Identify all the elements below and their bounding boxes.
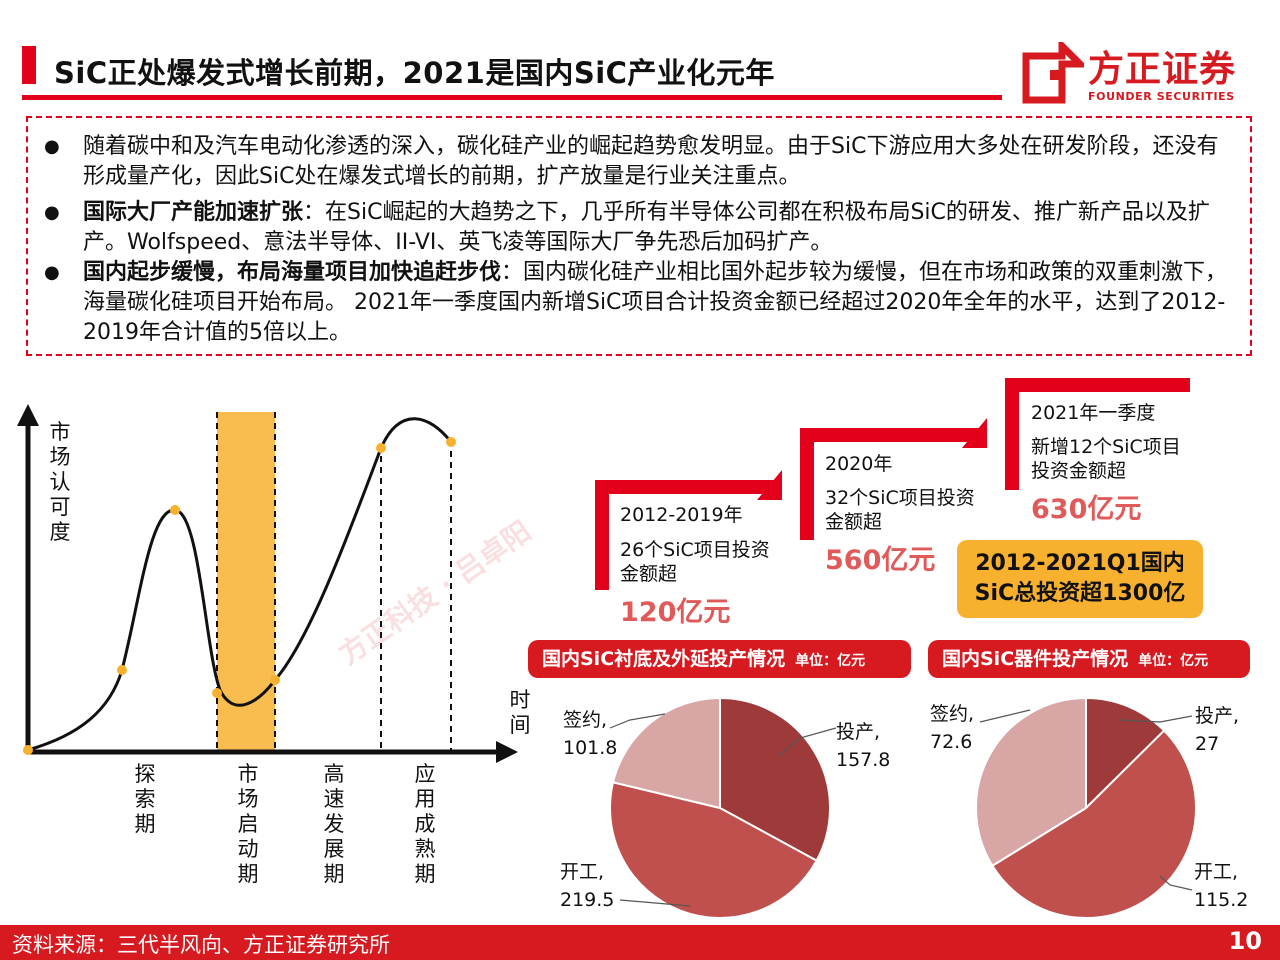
step-value-label: 630亿元 [1031,494,1142,525]
y-axis-label: 市场认可度 [49,420,71,544]
pie-2-title: 国内SiC器件投产情况 [942,648,1129,670]
pie-slice-开工 [609,781,818,919]
pie-1-title: 国内SiC衬底及外延投产情况 [542,648,786,670]
pie-leader-line [1159,875,1193,891]
step-category: 2021年一季度 [1031,402,1156,424]
pie-1-slices [609,696,831,919]
step-value-label: 120亿元 [620,597,731,628]
step-horizontal-bar [1005,378,1190,392]
bullet-2-heading: 国际大厂产能加速扩张 [83,200,304,225]
step-vertical-bar [595,480,609,590]
step-value-label: 560亿元 [825,545,936,576]
investment-steps-chart [595,378,1190,590]
pie-1-slice-label-1: 开工, 219.5 [560,861,615,911]
lifecycle-chart [17,404,518,763]
curve-point [23,745,33,755]
pie-1-header: 国内SiC衬底及外延投产情况 单位：亿元 [528,640,911,678]
bullet-3-heading: 国内起步缓慢，布局海量项目加快追赶步伐 [83,260,502,285]
pie-1-slice-label-0: 投产, 157.8 [836,721,891,771]
bullet-dot-icon: ● [44,202,60,223]
step-description: 32个SiC项目投资金额超 [825,487,975,533]
pie-leader-line [619,899,691,907]
step-description: 26个SiC项目投资金额超 [620,539,770,585]
founder-logo-icon [1022,42,1084,104]
summary-box: ● 随着碳中和及汽车电动化渗透的深入，碳化硅产业的崛起趋势愈发明显。由于SiC下… [26,116,1252,356]
title-accent-bar [22,46,36,84]
footer-bar [0,925,1280,960]
bullet-dot-icon: ● [44,136,60,157]
step-horizontal-bar [595,480,780,494]
curve-point [270,675,280,685]
x-axis-arrow-icon [496,741,518,763]
step-vertical-bar [800,428,814,540]
pie-2-slices [975,696,1197,919]
pie-2-unit: 单位：亿元 [1138,653,1209,669]
bullet-2: ● 国际大厂产能加速扩张：在SiC崛起的大趋势之下，几乎所有半导体公司都在积极布… [40,198,1240,258]
pie-leader-line [609,713,666,729]
bullet-dot-icon: ● [44,262,60,283]
step-vertical-bar [1005,378,1019,490]
title-underline [22,95,1002,100]
pie-slice-投产 [1085,696,1166,811]
step-description: 新增12个SiC项目投资金额超 [1031,436,1181,482]
curve-point [212,688,222,698]
pie-1-unit: 单位：亿元 [795,653,866,669]
pie-2-chart [975,696,1197,919]
pie-1-chart [609,696,837,919]
step-horizontal-bar [800,428,985,442]
bullet-1-text: 随着碳中和及汽车电动化渗透的深入，碳化硅产业的崛起趋势愈发明显。由于SiC下游应… [83,134,1219,189]
step-arrow-icon [757,470,782,500]
phase-label: 应用成熟期 [414,762,436,886]
pie-1-slice-label-2: 签约, 101.8 [563,709,618,759]
page-number: 10 [1228,927,1262,955]
step-category: 2012-2019年 [620,504,743,526]
logo-text: 方正证券 [1088,49,1237,90]
step-marks [595,378,1190,590]
phase-label: 市场启动期 [237,762,259,886]
phase-label: 高速发展期 [323,762,345,886]
curve-point [446,437,456,447]
bullet-2-text: ：在SiC崛起的大趋势之下，几乎所有半导体公司都在积极布局SiC的研发、推广新产… [83,200,1210,255]
y-axis-arrow-icon [17,404,39,426]
pie-2-header: 国内SiC器件投产情况 单位：亿元 [928,640,1250,678]
pie-2-slice-label-2: 签约, 72.6 [930,703,975,753]
pie-2-slice-label-1: 开工, 115.2 [1194,861,1249,911]
total-investment-badge: 2012-2021Q1国内SiC总投资超1300亿 [957,540,1203,618]
pie-2-slice-label-0: 投产, 27 [1195,705,1240,755]
curve-point [376,443,386,453]
pie-leader-line [979,709,1031,723]
bullet-3-text: ：国内碳化硅产业相比国外起步较为缓慢，但在市场和政策的双重刺激下，海量碳化硅项目… [83,260,1228,345]
source-note: 资料来源：三代半风向、方正证券研究所 [12,933,390,957]
pie-slice-开工 [991,729,1197,919]
pie-slice-签约 [611,696,721,810]
bullet-3: ● 国内起步缓慢，布局海量项目加快追赶步伐：国内碳化硅产业相比国外起步较为缓慢，… [40,258,1240,348]
pie-leader-line [1119,715,1193,723]
highlight-phase-band [217,412,275,752]
page-title: SiC正处爆发式增长前期，2021是国内SiC产业化元年 [54,56,775,90]
step-category: 2020年 [825,453,893,475]
logo-subtitle: FOUNDER SECURITIES [1088,90,1235,103]
step-arrow-icon [962,418,987,448]
pie-leader-line [777,727,837,757]
pie-slice-签约 [975,696,1087,868]
bullet-1: ● 随着碳中和及汽车电动化渗透的深入，碳化硅产业的崛起趋势愈发明显。由于SiC下… [40,132,1240,192]
phase-label: 探索期 [134,762,156,836]
x-axis-label: 时间 [509,688,531,737]
curve-point [170,505,180,515]
pie-slice-投产 [719,696,831,862]
curve-point [117,665,127,675]
